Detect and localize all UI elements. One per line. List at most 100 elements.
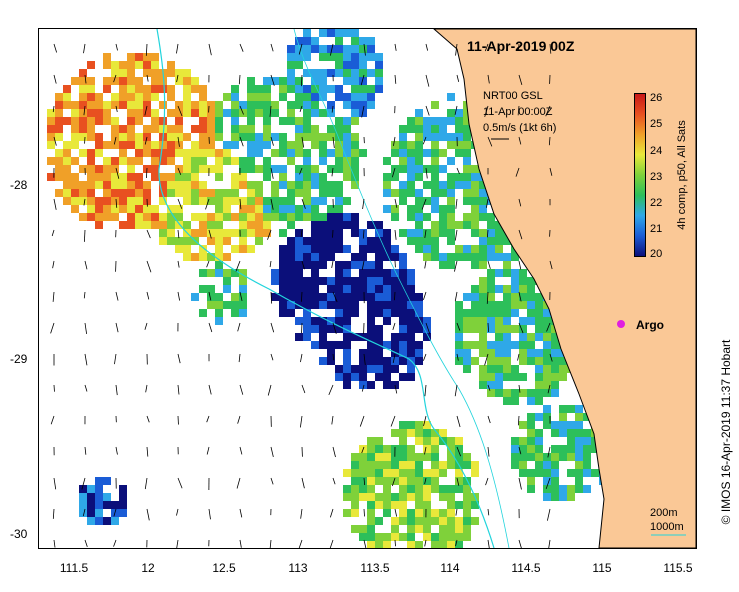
sst-cell <box>319 317 327 325</box>
sst-cell <box>431 437 439 445</box>
sst-cell <box>231 197 239 205</box>
sst-cell <box>567 469 575 477</box>
sst-cell <box>455 317 463 325</box>
sst-cell <box>375 469 383 477</box>
sst-cell <box>95 205 103 213</box>
sst-cell <box>183 93 191 101</box>
sst-cell <box>87 173 95 181</box>
sst-cell <box>311 285 319 293</box>
sst-cell <box>55 165 63 173</box>
sst-cell <box>351 53 359 61</box>
sst-cell <box>511 309 519 317</box>
colorbar-tick: 21 <box>650 223 663 235</box>
sst-cell <box>575 437 583 445</box>
sst-cell <box>463 461 471 469</box>
sst-cell <box>87 485 95 493</box>
sst-cell <box>463 309 471 317</box>
sst-cell <box>351 373 359 381</box>
sst-cell <box>87 77 95 85</box>
sst-cell <box>463 245 471 253</box>
sst-cell <box>503 269 511 277</box>
sst-cell <box>367 45 375 53</box>
sst-cell <box>55 149 63 157</box>
sst-cell <box>415 477 423 485</box>
sst-cell <box>543 317 551 325</box>
sst-cell <box>447 509 455 517</box>
current-vector <box>301 384 306 394</box>
sst-cell <box>295 205 303 213</box>
sst-cell <box>247 157 255 165</box>
sst-cell <box>159 173 167 181</box>
argo-float-marker[interactable] <box>617 320 625 328</box>
sst-cell <box>343 485 351 493</box>
sst-cell <box>55 157 63 165</box>
sst-cell <box>79 509 87 517</box>
current-vector <box>53 43 58 53</box>
sst-cell <box>415 165 423 173</box>
sst-cell <box>399 133 407 141</box>
sst-cell <box>175 237 183 245</box>
current-vector <box>237 415 241 424</box>
sst-cell <box>383 365 391 373</box>
isobath-200m <box>156 29 495 548</box>
sst-cell <box>407 533 415 541</box>
sst-cell <box>55 189 63 197</box>
sst-cell <box>287 285 295 293</box>
sst-cell <box>215 205 223 213</box>
sst-cell <box>423 477 431 485</box>
sst-cell <box>215 117 223 125</box>
sst-cell <box>279 269 287 277</box>
sst-cell <box>351 253 359 261</box>
sst-cell <box>359 293 367 301</box>
sst-cell <box>191 229 199 237</box>
sst-cell <box>391 533 399 541</box>
sst-cell <box>183 221 191 229</box>
sst-cell <box>375 517 383 525</box>
sst-cell <box>511 341 519 349</box>
sst-cell <box>119 189 127 197</box>
sst-cell <box>199 157 207 165</box>
sst-cell <box>447 541 455 548</box>
sst-cell <box>503 285 511 293</box>
sst-cell <box>503 325 511 333</box>
current-vector <box>455 539 458 547</box>
current-vector <box>331 260 334 269</box>
sst-cell <box>143 53 151 61</box>
sst-cell <box>263 125 271 133</box>
sst-cell <box>503 389 511 397</box>
sst-cell <box>175 181 183 189</box>
sst-cell <box>319 221 327 229</box>
sst-cell <box>519 333 527 341</box>
y-tick-label: -29 <box>10 352 28 366</box>
sst-cell <box>303 325 311 333</box>
sst-cell <box>87 117 95 125</box>
sst-cell <box>343 301 351 309</box>
sst-cell <box>431 469 439 477</box>
sst-cell <box>447 461 455 469</box>
sst-cell <box>247 229 255 237</box>
current-vector <box>517 353 520 361</box>
sst-cell <box>527 421 535 429</box>
sst-cell <box>471 205 479 213</box>
sst-cell <box>55 109 63 117</box>
current-vector <box>300 74 303 87</box>
map-frame[interactable] <box>38 28 697 549</box>
sst-cell <box>511 325 519 333</box>
sst-cell <box>343 381 351 389</box>
sst-cell <box>527 453 535 461</box>
sst-cell <box>87 181 95 189</box>
sst-cell <box>535 349 543 357</box>
sst-cell <box>239 181 247 189</box>
sst-cell <box>343 469 351 477</box>
sst-cell <box>63 101 71 109</box>
sst-cell <box>511 277 519 285</box>
sst-cell <box>239 173 247 181</box>
sst-cell <box>399 357 407 365</box>
sst-cell <box>583 413 591 421</box>
sst-cell <box>295 245 303 253</box>
current-vector <box>206 260 210 268</box>
sst-cell <box>95 165 103 173</box>
current-vector <box>456 74 460 83</box>
sst-cell <box>431 125 439 133</box>
sst-cell <box>87 165 95 173</box>
